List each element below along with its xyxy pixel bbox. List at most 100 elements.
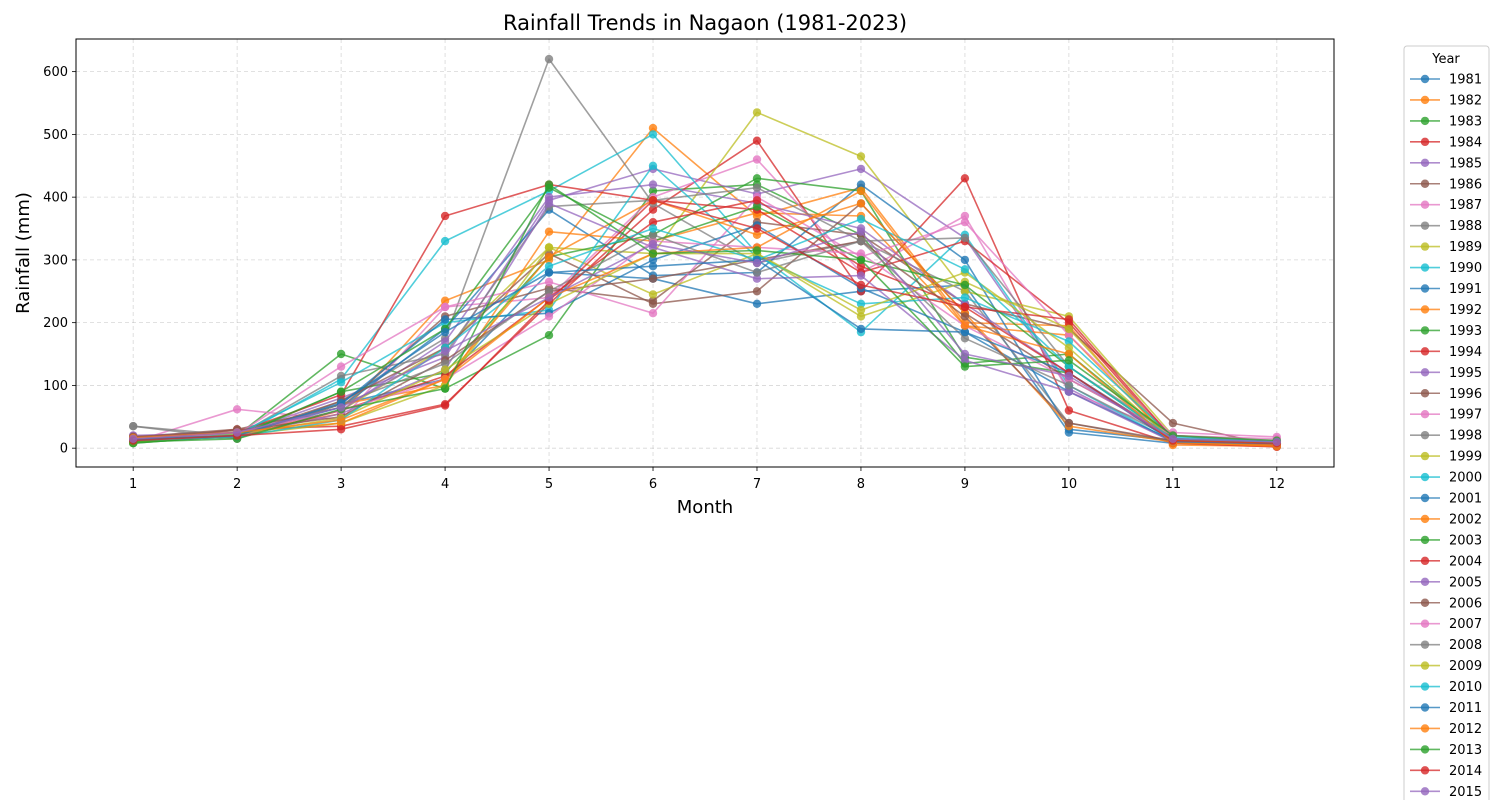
legend-label: 1996 — [1449, 387, 1482, 402]
data-point — [856, 152, 866, 161]
legend-label: 2011 — [1449, 701, 1482, 716]
legend-item-1990: 1990 — [1410, 261, 1482, 276]
series-line — [133, 196, 1277, 443]
legend-item-2006: 2006 — [1410, 596, 1482, 611]
legend-label: 1998 — [1449, 429, 1482, 444]
legend-swatch-marker — [1420, 535, 1430, 545]
legend-label: 2009 — [1449, 659, 1482, 674]
legend-item-2004: 2004 — [1410, 554, 1482, 569]
series-line — [133, 199, 1277, 448]
legend-label: 1983 — [1449, 114, 1482, 129]
legend-label: 1999 — [1449, 450, 1482, 465]
data-point — [440, 236, 450, 246]
legend-item-1986: 1986 — [1410, 177, 1482, 192]
data-point — [648, 290, 658, 299]
legend-item-2014: 2014 — [1410, 764, 1482, 779]
data-point — [544, 268, 554, 277]
data-point — [544, 192, 554, 202]
data-point — [752, 299, 762, 308]
data-point — [544, 227, 554, 236]
x-tick-label: 3 — [337, 477, 345, 492]
legend-swatch-marker — [1420, 200, 1430, 209]
data-point — [1064, 371, 1074, 381]
legend-label: 1984 — [1449, 135, 1482, 150]
data-point — [856, 299, 866, 308]
y-tick-label: 600 — [43, 65, 68, 80]
legend-swatch-marker — [1420, 598, 1430, 607]
data-point — [752, 287, 762, 296]
data-point — [336, 349, 346, 359]
data-point — [752, 108, 762, 117]
data-point — [648, 309, 658, 318]
data-point — [544, 252, 554, 261]
data-point — [648, 240, 658, 249]
data-point — [648, 196, 658, 205]
data-point — [1064, 356, 1074, 365]
x-tick-label: 7 — [753, 477, 761, 492]
data-point — [440, 302, 450, 312]
legend-label: 2001 — [1449, 492, 1482, 507]
legend-label: 1997 — [1449, 408, 1482, 423]
data-point — [856, 249, 866, 258]
data-point — [440, 365, 450, 374]
legend-label: 2012 — [1449, 722, 1482, 737]
legend-item-2002: 2002 — [1410, 512, 1482, 527]
legend-item-2015: 2015 — [1410, 785, 1482, 800]
data-point — [1064, 324, 1074, 334]
data-point — [648, 249, 658, 258]
legend-item-1999: 1999 — [1410, 450, 1482, 465]
x-tick-label: 11 — [1165, 477, 1182, 492]
legend-swatch-marker — [1420, 305, 1430, 314]
data-point — [1064, 406, 1074, 415]
legend-label: 2002 — [1449, 512, 1482, 527]
legend-swatch-marker — [1420, 472, 1430, 482]
data-point — [648, 224, 658, 233]
data-point — [856, 227, 866, 236]
legend-label: 2007 — [1449, 617, 1482, 632]
legend-swatch-marker — [1420, 451, 1430, 461]
x-tick-label: 5 — [545, 477, 553, 492]
data-point — [336, 378, 346, 387]
data-point — [440, 296, 450, 305]
legend-item-1995: 1995 — [1410, 366, 1482, 381]
legend-label: 2008 — [1449, 638, 1482, 653]
legend-item-1998: 1998 — [1410, 429, 1482, 444]
data-point — [752, 268, 762, 277]
data-point — [1064, 349, 1074, 359]
legend: Year 19811982198319841985198619871988198… — [1403, 45, 1490, 800]
legend-item-2005: 2005 — [1410, 575, 1482, 590]
legend-label: 1986 — [1449, 177, 1482, 192]
legend-label: 2013 — [1449, 743, 1482, 758]
data-point — [856, 255, 866, 265]
data-point — [856, 236, 866, 246]
legend-swatch-marker — [1420, 242, 1430, 251]
plot-frame — [75, 38, 1335, 468]
legend-label: 2015 — [1449, 785, 1482, 800]
legend-swatch-marker — [1420, 263, 1430, 272]
x-axis-title: Month — [677, 497, 733, 518]
series-line — [133, 168, 1277, 446]
data-point — [544, 180, 554, 189]
data-point — [960, 302, 970, 312]
x-tick-label: 10 — [1061, 477, 1078, 492]
series-line — [133, 139, 1277, 448]
legend-label: 1993 — [1449, 324, 1482, 339]
legend-swatch-marker — [1420, 137, 1430, 147]
y-tick-label: 0 — [60, 442, 68, 457]
data-point — [856, 214, 866, 224]
legend-item-2000: 2000 — [1410, 471, 1482, 486]
legend-item-2010: 2010 — [1410, 680, 1482, 695]
data-point — [960, 265, 970, 274]
data-point — [960, 349, 970, 359]
data-point — [129, 434, 138, 443]
data-point — [440, 315, 450, 324]
data-point — [960, 218, 970, 227]
legend-swatch-marker — [1420, 116, 1430, 126]
legend-label: 2014 — [1449, 764, 1482, 779]
legend-item-1993: 1993 — [1410, 324, 1482, 339]
data-point — [752, 183, 762, 192]
legend-label: 1982 — [1449, 93, 1482, 108]
series-line — [133, 183, 1277, 443]
